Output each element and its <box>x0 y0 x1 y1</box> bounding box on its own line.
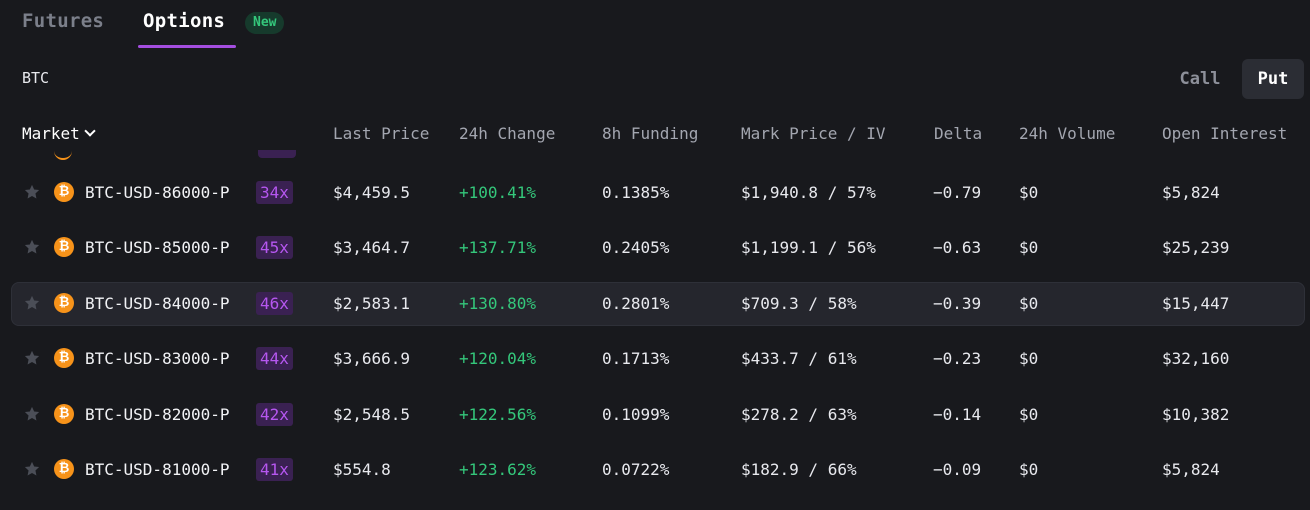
star-icon[interactable] <box>23 294 41 312</box>
table-row[interactable]: ₿ BTC-USD-81000-P 41x $554.8 +123.62% 0.0722%… <box>11 448 1305 492</box>
market-symbol: BTC-USD-83000-P <box>85 349 230 369</box>
open-interest-header[interactable]: Open Interest <box>1162 124 1288 143</box>
volume-24h-cell: $0 <box>1019 460 1039 479</box>
funding-8h-cell: 0.0722% <box>602 460 670 479</box>
bitcoin-icon: ₿ <box>54 403 74 424</box>
open-interest-cell: $5,824 <box>1162 183 1220 202</box>
market-symbol: BTC-USD-82000-P <box>85 404 230 424</box>
tab-futures[interactable]: Futures <box>22 10 105 32</box>
volume-24h-cell: $0 <box>1019 349 1039 369</box>
change-24h-cell: +123.62% <box>459 460 537 479</box>
open-interest-cell: $10,382 <box>1162 404 1230 424</box>
star-icon[interactable] <box>23 238 41 256</box>
open-interest-cell: $25,239 <box>1162 238 1230 258</box>
mark-iv-cell: $709.3 / 58% <box>741 293 857 313</box>
market-symbol: BTC-USD-86000-P <box>85 183 230 202</box>
change-24h-cell: +120.04% <box>459 349 537 369</box>
table-row[interactable]: ₿ BTC-USD-83000-P 44x $3,666.9 +120.04% 0.171… <box>11 337 1305 381</box>
volume-24h-cell: $0 <box>1019 404 1039 424</box>
volume-24h-cell: $0 <box>1019 238 1039 258</box>
table-row[interactable]: ₿ BTC-USD-85000-P 45x $3,464.7 +137.71% 0.240… <box>11 226 1305 270</box>
delta-cell: −0.39 <box>933 293 982 313</box>
star-icon[interactable] <box>23 460 41 478</box>
market-symbol: BTC-USD-84000-P <box>85 293 230 313</box>
market-header-label: Market <box>22 124 80 143</box>
funding-8h-cell: 0.2405% <box>602 238 670 258</box>
partial-row-leverage-edge <box>258 150 296 158</box>
volume-24h-cell: $0 <box>1019 183 1039 202</box>
market-symbol: BTC-USD-81000-P <box>85 460 230 479</box>
leverage-badge: 46x <box>256 291 293 315</box>
mark-iv-cell: $433.7 / 61% <box>741 349 857 369</box>
last-price-cell: $3,464.7 <box>333 238 411 258</box>
table-row[interactable]: ₿ BTC-USD-82000-P 42x $2,548.5 +122.56% 0.109… <box>11 393 1305 437</box>
last-price-cell: $2,583.1 <box>333 293 411 313</box>
active-tab-indicator <box>138 45 236 48</box>
open-interest-cell: $15,447 <box>1162 293 1230 313</box>
bitcoin-icon: ₿ <box>54 292 74 313</box>
funding-8h-cell: 0.1385% <box>602 183 670 202</box>
star-icon[interactable] <box>23 405 41 423</box>
bitcoin-icon: ₿ <box>54 182 74 202</box>
leverage-badge: 44x <box>256 347 293 371</box>
funding-8h-cell: 0.1099% <box>602 404 670 424</box>
mark-iv-cell: $278.2 / 63% <box>741 404 857 424</box>
open-interest-cell: $5,824 <box>1162 460 1220 479</box>
change-24h-cell: +130.80% <box>459 293 537 313</box>
leverage-badge: 34x <box>256 181 293 204</box>
last-price-cell: $554.8 <box>333 460 391 479</box>
change-24h-header[interactable]: 24h Change <box>459 124 556 143</box>
table-row[interactable]: ₿ BTC-USD-84000-P 46x $2,583.1 +130.80% 0.280… <box>11 281 1305 326</box>
last-price-cell: $2,548.5 <box>333 404 411 424</box>
market-symbol: BTC-USD-85000-P <box>85 238 230 258</box>
funding-8h-cell: 0.1713% <box>602 349 670 369</box>
star-icon[interactable] <box>23 349 41 367</box>
chevron-down-icon <box>84 125 96 137</box>
volume-24h-cell: $0 <box>1019 293 1039 313</box>
delta-cell: −0.14 <box>933 404 982 424</box>
last-price-cell: $3,666.9 <box>333 349 411 369</box>
mark-iv-header[interactable]: Mark Price / IV <box>741 124 886 143</box>
mark-iv-cell: $1,940.8 / 57% <box>741 183 876 202</box>
leverage-badge: 41x <box>256 458 293 481</box>
leverage-badge: 45x <box>256 236 293 260</box>
put-button[interactable]: Put <box>1242 59 1304 99</box>
delta-cell: −0.79 <box>933 183 982 202</box>
last-price-header[interactable]: Last Price <box>333 124 430 143</box>
star-icon[interactable] <box>23 183 41 201</box>
volume-24h-header[interactable]: 24h Volume <box>1019 124 1116 143</box>
last-price-cell: $4,459.5 <box>333 183 411 202</box>
bitcoin-icon: ₿ <box>54 348 74 369</box>
change-24h-cell: +122.56% <box>459 404 537 424</box>
leverage-badge: 42x <box>256 402 293 426</box>
table-header: Market Last Price 24h Change 8h Funding … <box>0 124 1310 150</box>
tab-options[interactable]: Options <box>143 10 226 32</box>
new-badge: New <box>245 12 285 34</box>
call-button[interactable]: Call <box>1179 69 1221 89</box>
open-interest-cell: $32,160 <box>1162 349 1230 369</box>
change-24h-cell: +137.71% <box>459 238 537 258</box>
market-type-tabs: Futures Options New <box>0 0 1310 50</box>
funding-8h-header[interactable]: 8h Funding <box>602 124 699 143</box>
table-row[interactable]: ₿ BTC-USD-86000-P 34x $4,459.5 +100.41% 0.138… <box>11 171 1305 215</box>
delta-cell: −0.23 <box>933 349 982 369</box>
bitcoin-icon: ₿ <box>54 237 74 258</box>
mark-iv-cell: $182.9 / 66% <box>741 460 857 479</box>
partial-row-coin-edge <box>54 150 72 160</box>
funding-8h-cell: 0.2801% <box>602 293 670 313</box>
asset-label: BTC <box>22 69 50 87</box>
change-24h-cell: +100.41% <box>459 183 537 202</box>
market-column-header[interactable]: Market <box>22 124 96 143</box>
mark-iv-cell: $1,199.1 / 56% <box>741 238 876 258</box>
delta-header[interactable]: Delta <box>934 124 983 143</box>
delta-cell: −0.09 <box>933 460 982 479</box>
delta-cell: −0.63 <box>933 238 982 258</box>
bitcoin-icon: ₿ <box>54 459 74 479</box>
